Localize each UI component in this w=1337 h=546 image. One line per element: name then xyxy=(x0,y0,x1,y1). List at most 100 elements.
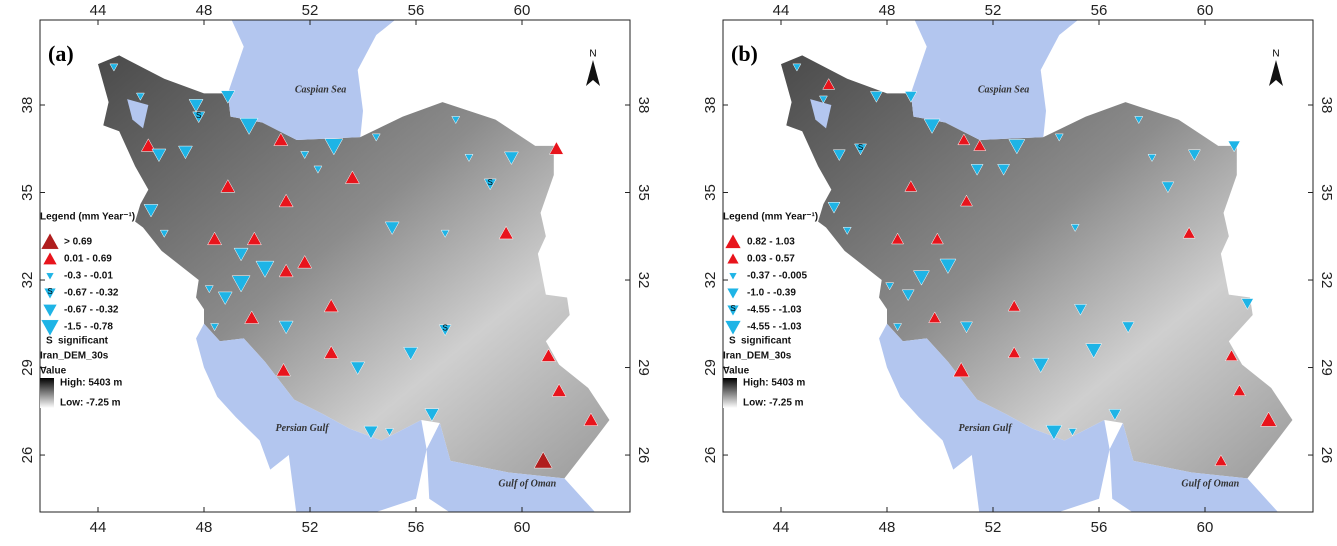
station-marker xyxy=(323,298,339,313)
station-marker xyxy=(344,170,360,184)
dem-value: Value xyxy=(40,366,67,377)
legend-label: -1.5 - -0.78 xyxy=(64,322,113,333)
dem-title: Iran_DEM_30s xyxy=(40,351,109,362)
lat-tick-label: 38 xyxy=(635,97,652,114)
station-marker xyxy=(371,133,381,142)
lake-urmia xyxy=(127,99,149,129)
station-marker xyxy=(904,91,918,103)
lat-tick-label: 35 xyxy=(635,184,652,201)
legend-label: 0.03 - 0.57 xyxy=(747,254,795,265)
lat-tick-label: 32 xyxy=(19,272,36,289)
lon-tick-label: 56 xyxy=(408,519,425,536)
station-marker xyxy=(928,311,942,323)
station-marker xyxy=(503,151,519,166)
station-marker xyxy=(1070,224,1080,233)
legend-label: -4.55 - -1.03 xyxy=(747,305,802,316)
lon-tick-label: 52 xyxy=(302,2,319,19)
lat-tick-label: 26 xyxy=(19,447,36,464)
station-marker xyxy=(1240,298,1254,310)
station-marker xyxy=(204,285,214,294)
station-marker xyxy=(1054,133,1064,142)
legend-label: 0.01 - 0.69 xyxy=(64,254,112,265)
lat-tick-label: 29 xyxy=(702,359,719,376)
lon-tick-label: 44 xyxy=(90,519,107,536)
station-marker xyxy=(135,92,145,101)
station-marker xyxy=(1108,409,1122,421)
lon-tick-label: 56 xyxy=(408,2,425,19)
legend-label: significant xyxy=(58,336,109,347)
station-marker xyxy=(297,255,313,269)
iran-terrain xyxy=(781,55,1293,479)
station-marker xyxy=(438,324,452,337)
persian-gulf xyxy=(879,323,1110,512)
significant-mark: S xyxy=(730,304,735,313)
legend-label: -0.67 - -0.32 xyxy=(64,305,119,316)
lon-tick-label: 48 xyxy=(196,2,213,19)
station-marker xyxy=(827,202,841,214)
station-marker xyxy=(1085,343,1103,359)
station-marker xyxy=(541,348,556,362)
map-panel: S Caspian Sea Persian Gulf Gulf of Oman (b) N… xyxy=(702,2,1335,536)
sea-label: Caspian Sea xyxy=(295,85,346,96)
station-marker xyxy=(451,116,461,125)
lon-tick-label: 48 xyxy=(879,2,896,19)
legend-label: -1.0 - -0.39 xyxy=(747,288,796,299)
lat-tick-label: 38 xyxy=(19,97,36,114)
station-marker xyxy=(893,323,903,332)
station-marker xyxy=(424,408,440,422)
station-marker xyxy=(1068,428,1077,437)
sea-label: Persian Gulf xyxy=(276,423,331,434)
station-marker xyxy=(207,231,223,246)
lat-tick-label: 38 xyxy=(702,97,719,114)
station-marker xyxy=(891,232,905,245)
station-marker xyxy=(1121,321,1135,334)
lon-tick-label: 48 xyxy=(879,519,896,536)
station-marker xyxy=(997,164,1011,176)
north-arrow xyxy=(586,60,600,86)
panel-label: (a) xyxy=(48,41,74,66)
lat-tick-label: 35 xyxy=(1318,184,1335,201)
station-marker xyxy=(970,164,984,176)
legend-label: 0.82 - 1.03 xyxy=(747,237,795,248)
gulf-of-oman xyxy=(1109,422,1278,512)
persian-gulf xyxy=(196,323,427,512)
sea-label: Persian Gulf xyxy=(959,423,1014,434)
station-marker xyxy=(159,229,169,238)
significant-mark: S xyxy=(47,287,52,296)
station-marker xyxy=(1007,346,1021,358)
dem-low: Low: -7.25 m xyxy=(743,398,804,409)
station-marker xyxy=(854,143,867,156)
map-frame xyxy=(39,19,631,513)
station-marker xyxy=(913,270,930,286)
legend-marker xyxy=(726,287,740,300)
station-marker xyxy=(923,118,941,134)
lat-tick-label: 35 xyxy=(19,184,36,201)
station-marker xyxy=(1074,304,1087,316)
station-marker xyxy=(1161,181,1175,194)
station-marker xyxy=(384,221,400,236)
legend-marker xyxy=(724,320,742,336)
station-marker xyxy=(822,78,836,90)
lat-tick-label: 35 xyxy=(702,184,719,201)
legend-label: -0.67 - -0.32 xyxy=(64,288,119,299)
lon-tick-label: 56 xyxy=(1091,2,1108,19)
legend-label: -0.3 - -0.01 xyxy=(64,271,113,282)
station-marker xyxy=(1260,411,1278,427)
station-marker xyxy=(278,193,294,208)
lat-tick-label: 32 xyxy=(1318,272,1335,289)
station-marker xyxy=(960,321,973,334)
north-label: N xyxy=(589,49,596,60)
lat-tick-label: 26 xyxy=(702,447,719,464)
north-arrow xyxy=(1269,60,1283,86)
station-marker xyxy=(1214,454,1228,466)
station-marker xyxy=(440,229,450,238)
station-marker xyxy=(255,260,275,278)
caspian-sea xyxy=(227,20,395,141)
panel-label: (b) xyxy=(731,41,758,66)
map-body: S S S xyxy=(98,20,610,512)
lat-tick-label: 26 xyxy=(1318,447,1335,464)
station-marker xyxy=(483,178,497,191)
station-marker xyxy=(869,91,883,103)
station-marker xyxy=(350,361,366,376)
